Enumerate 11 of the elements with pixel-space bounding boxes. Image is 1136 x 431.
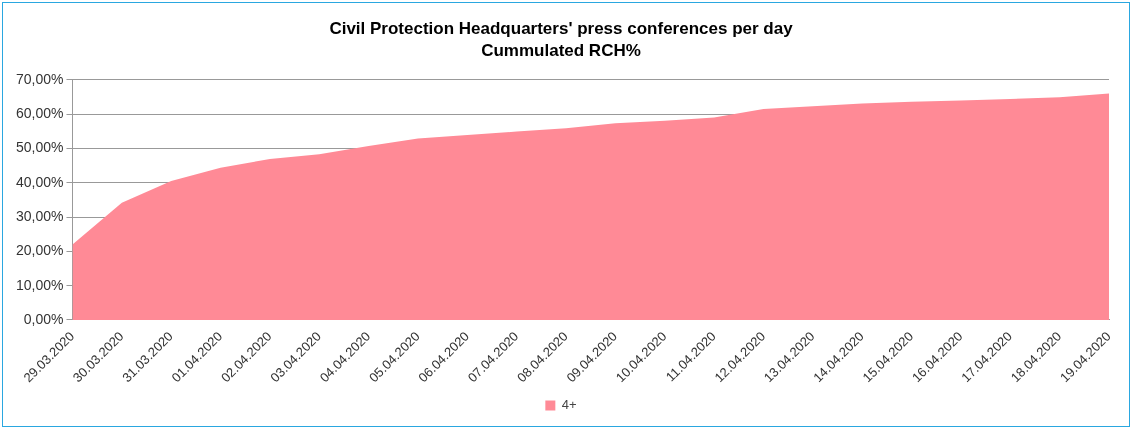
y-tick-label: 40,00% xyxy=(16,173,64,190)
y-tick-label: 10,00% xyxy=(16,276,64,293)
chart-subtitle: Cummulated RCH% xyxy=(481,41,641,61)
y-tick-label: 20,00% xyxy=(16,242,64,259)
y-tick-label: 50,00% xyxy=(16,139,64,156)
chart-title: Civil Protection Headquarters' press conferences per day xyxy=(329,18,794,38)
y-tick-label: 70,00% xyxy=(16,70,64,87)
y-tick-label: 0,00% xyxy=(23,310,64,327)
legend-label: 4+ xyxy=(561,397,577,413)
y-tick-label: 30,00% xyxy=(16,207,64,224)
y-tick-label: 60,00% xyxy=(16,104,64,121)
